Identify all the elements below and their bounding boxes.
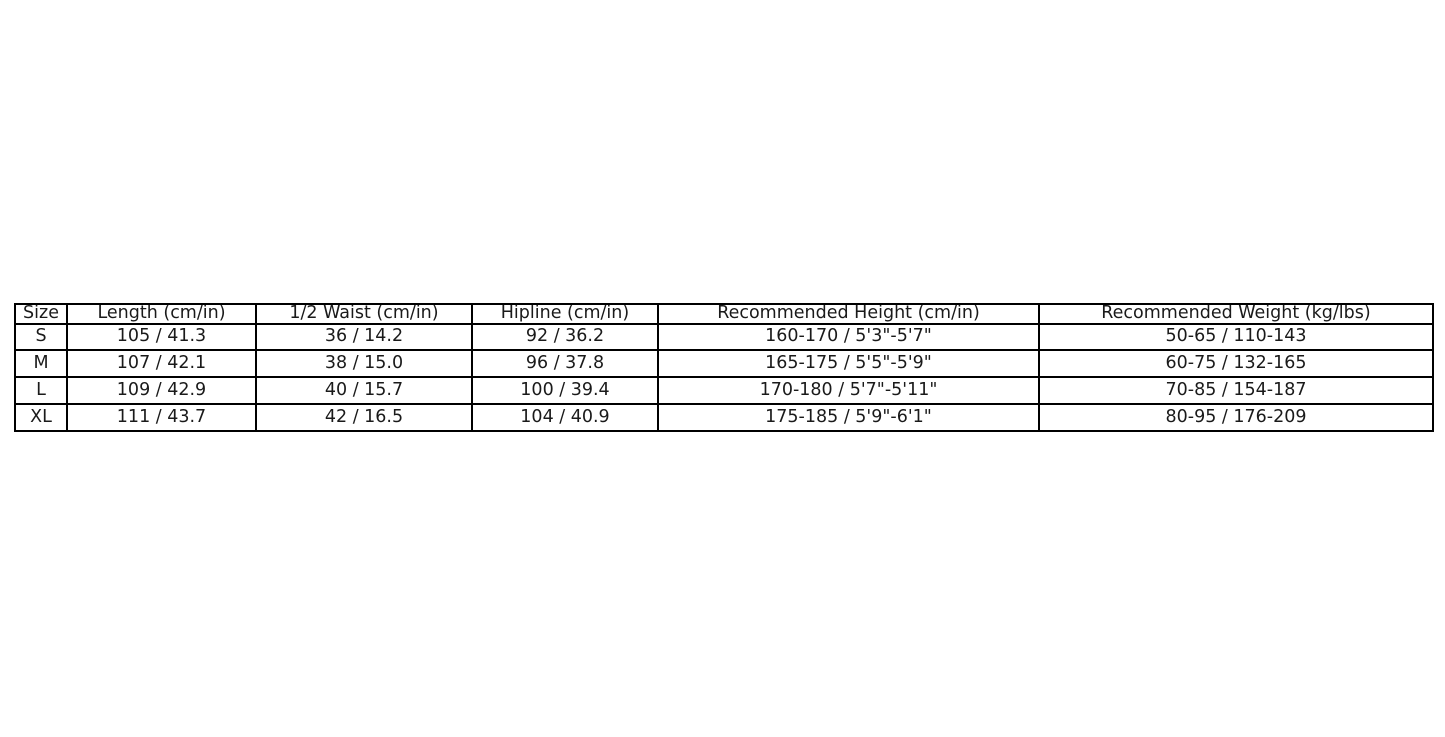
- size-cell: S: [14, 322, 68, 352]
- size-chart: Size Length (cm/in) 1/2 Waist (cm/in) Hipli…: [14, 303, 1434, 432]
- table-cell: 111 / 43.7: [66, 403, 257, 432]
- table-cell: 70-85 / 154-187: [1038, 376, 1434, 406]
- size-chart-header: Size Length (cm/in) 1/2 Waist (cm/in) Hipli…: [14, 303, 1434, 325]
- table-row: L 109 / 42.9 40 / 15.7 100 / 39.4 170-180 / …: [14, 376, 1434, 406]
- size-chart-table: Size Length (cm/in) 1/2 Waist (cm/in) Hipli…: [14, 303, 1434, 432]
- table-cell: 92 / 36.2: [471, 322, 659, 352]
- table-cell: 170-180 / 5'7"-5'11": [657, 376, 1040, 406]
- column-header-half-waist: 1/2 Waist (cm/in): [255, 303, 473, 325]
- table-cell: 107 / 42.1: [66, 349, 257, 379]
- table-cell: 100 / 39.4: [471, 376, 659, 406]
- table-cell: 175-185 / 5'9"-6'1": [657, 403, 1040, 432]
- table-cell: 160-170 / 5'3"-5'7": [657, 322, 1040, 352]
- table-row: S 105 / 41.3 36 / 14.2 92 / 36.2 160-170 / 5…: [14, 322, 1434, 352]
- table-cell: 104 / 40.9: [471, 403, 659, 432]
- column-header-hipline: Hipline (cm/in): [471, 303, 659, 325]
- table-cell: 96 / 37.8: [471, 349, 659, 379]
- size-cell: L: [14, 376, 68, 406]
- table-cell: 40 / 15.7: [255, 376, 473, 406]
- size-cell: M: [14, 349, 68, 379]
- table-cell: 165-175 / 5'5"-5'9": [657, 349, 1040, 379]
- table-row: XL 111 / 43.7 42 / 16.5 104 / 40.9 175-185 /…: [14, 403, 1434, 432]
- table-cell: 42 / 16.5: [255, 403, 473, 432]
- size-cell: XL: [14, 403, 68, 432]
- column-header-length: Length (cm/in): [66, 303, 257, 325]
- table-cell: 60-75 / 132-165: [1038, 349, 1434, 379]
- table-cell: 109 / 42.9: [66, 376, 257, 406]
- table-cell: 80-95 / 176-209: [1038, 403, 1434, 432]
- table-row: M 107 / 42.1 38 / 15.0 96 / 37.8 165-175 / 5…: [14, 349, 1434, 379]
- column-header-recommended-height: Recommended Height (cm/in): [657, 303, 1040, 325]
- table-cell: 36 / 14.2: [255, 322, 473, 352]
- table-cell: 38 / 15.0: [255, 349, 473, 379]
- size-chart-body: S 105 / 41.3 36 / 14.2 92 / 36.2 160-170 / 5…: [14, 322, 1434, 432]
- column-header-size: Size: [14, 303, 68, 325]
- table-cell: 105 / 41.3: [66, 322, 257, 352]
- table-cell: 50-65 / 110-143: [1038, 322, 1434, 352]
- column-header-recommended-weight: Recommended Weight (kg/lbs): [1038, 303, 1434, 325]
- header-row: Size Length (cm/in) 1/2 Waist (cm/in) Hipli…: [14, 303, 1434, 325]
